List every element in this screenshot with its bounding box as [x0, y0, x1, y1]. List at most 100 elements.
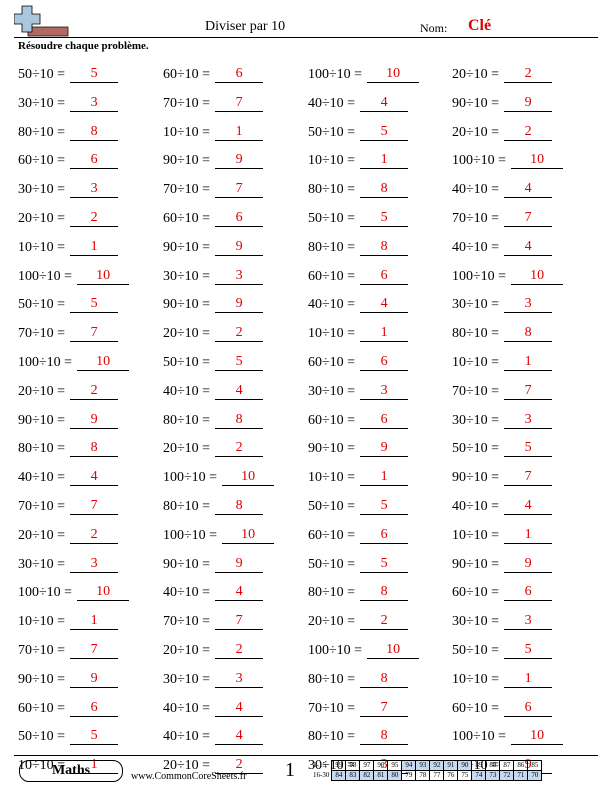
problem-answer[interactable]: 7	[504, 468, 553, 487]
problem-answer[interactable]: 7	[70, 324, 119, 343]
problem-answer[interactable]: 6	[360, 411, 409, 429]
problem-answer[interactable]: 3	[504, 612, 553, 631]
problem-answer[interactable]: 8	[360, 180, 409, 199]
problem-answer[interactable]: 4	[215, 382, 264, 400]
problem-answer[interactable]: 9	[70, 411, 119, 429]
problem-answer[interactable]: 5	[360, 123, 409, 141]
problem-answer[interactable]: 1	[504, 670, 553, 688]
problem-answer[interactable]: 5	[360, 497, 409, 515]
problem-answer[interactable]: 3	[215, 267, 264, 285]
problem-answer[interactable]: 9	[70, 670, 119, 688]
problem-answer[interactable]: 1	[360, 151, 409, 170]
problem-answer[interactable]: 1	[360, 468, 409, 487]
problem-answer[interactable]: 3	[215, 670, 264, 688]
problem-answer[interactable]: 8	[360, 727, 409, 746]
problem-answer[interactable]: 1	[70, 612, 119, 631]
problem-answer[interactable]: 4	[215, 727, 264, 746]
problem-answer[interactable]: 3	[70, 555, 119, 573]
problem-answer[interactable]: 7	[70, 497, 119, 515]
problem-answer[interactable]: 8	[504, 324, 553, 343]
problem-answer[interactable]: 3	[504, 411, 553, 429]
problem-answer[interactable]: 7	[360, 699, 409, 717]
problem-answer[interactable]: 9	[504, 555, 553, 573]
problem-answer[interactable]: 3	[360, 382, 409, 400]
problem-answer[interactable]: 5	[70, 727, 119, 746]
problem-answer[interactable]: 6	[360, 267, 409, 285]
problem-answer[interactable]: 2	[215, 324, 264, 343]
problem-answer[interactable]: 6	[360, 526, 409, 544]
problem-answer[interactable]: 6	[504, 699, 553, 717]
problem-answer[interactable]: 10	[367, 65, 420, 83]
problem-answer[interactable]: 9	[215, 555, 264, 573]
problem-answer[interactable]: 2	[215, 641, 264, 659]
problem-answer[interactable]: 4	[504, 497, 553, 515]
problem-answer[interactable]: 4	[360, 295, 409, 314]
problem-answer[interactable]: 8	[360, 238, 409, 256]
problem-answer[interactable]: 6	[70, 151, 119, 170]
problem-answer[interactable]: 5	[215, 353, 264, 371]
problem-answer[interactable]: 8	[70, 123, 119, 141]
problem-answer[interactable]: 9	[215, 238, 264, 256]
problem-answer[interactable]: 6	[215, 65, 264, 83]
problem-answer[interactable]: 1	[504, 353, 553, 371]
problem-answer[interactable]: 5	[70, 65, 119, 83]
problem-answer[interactable]: 7	[215, 94, 264, 112]
problem-answer[interactable]: 4	[360, 94, 409, 112]
problem-answer[interactable]: 5	[504, 439, 553, 458]
problem-answer[interactable]: 4	[215, 583, 264, 602]
problem-answer[interactable]: 10	[511, 151, 564, 170]
problem-row: 100÷10 = 10 30÷10 = 3 60÷10 = 6 100÷10 = 10	[18, 259, 598, 285]
problem-answer[interactable]: 2	[70, 209, 119, 227]
problem-answer[interactable]: 7	[215, 612, 264, 631]
problem-answer[interactable]: 10	[511, 727, 564, 746]
problem-answer[interactable]: 4	[215, 699, 264, 717]
problem-answer[interactable]: 1	[70, 756, 119, 775]
problem-answer[interactable]: 6	[70, 699, 119, 717]
problem-answer[interactable]: 8	[215, 411, 264, 429]
problem-answer[interactable]: 2	[70, 526, 119, 544]
problem-answer[interactable]: 1	[360, 324, 409, 343]
problem-answer[interactable]: 6	[504, 583, 553, 602]
problem-answer[interactable]: 2	[504, 123, 553, 141]
problem-answer[interactable]: 8	[215, 497, 264, 515]
problem-answer[interactable]: 9	[360, 439, 409, 458]
problem-answer[interactable]: 10	[367, 641, 420, 659]
problem-answer[interactable]: 2	[70, 382, 119, 400]
problem-answer[interactable]: 4	[504, 180, 553, 199]
problem-answer[interactable]: 10	[222, 526, 275, 544]
problem-answer[interactable]: 7	[504, 382, 553, 400]
problem-answer[interactable]: 5	[360, 209, 409, 227]
problem-answer[interactable]: 9	[215, 295, 264, 314]
problem-answer[interactable]: 8	[360, 670, 409, 688]
problem-answer[interactable]: 5	[504, 641, 553, 659]
problem-answer[interactable]: 3	[70, 180, 119, 199]
problem-answer[interactable]: 6	[360, 353, 409, 371]
problem-answer[interactable]: 2	[360, 612, 409, 631]
problem-answer[interactable]: 3	[70, 94, 119, 112]
problem-answer[interactable]: 3	[504, 295, 553, 314]
problem-answer[interactable]: 7	[70, 641, 119, 659]
problem-answer[interactable]: 8	[360, 583, 409, 602]
problem-answer[interactable]: 10	[77, 267, 130, 285]
problem-answer[interactable]: 10	[511, 267, 564, 285]
problem-answer[interactable]: 9	[504, 94, 553, 112]
problem-answer[interactable]: 2	[504, 65, 553, 83]
problem-answer[interactable]: 10	[77, 583, 130, 602]
problem-answer[interactable]: 9	[215, 151, 264, 170]
problem-question: 90÷10 =	[452, 556, 500, 572]
problem-answer[interactable]: 7	[504, 209, 553, 227]
problem-answer[interactable]: 1	[504, 526, 553, 544]
problem-answer[interactable]: 4	[504, 238, 553, 256]
problem-answer[interactable]: 10	[222, 468, 275, 487]
problem-answer[interactable]: 1	[215, 123, 264, 141]
problem-answer[interactable]: 2	[215, 439, 264, 458]
problem-answer[interactable]: 2	[215, 756, 264, 775]
problem-answer[interactable]: 4	[70, 468, 119, 487]
problem-answer[interactable]: 8	[70, 439, 119, 458]
problem-answer[interactable]: 5	[360, 555, 409, 573]
problem-answer[interactable]: 1	[70, 238, 119, 256]
problem-answer[interactable]: 6	[215, 209, 264, 227]
problem-answer[interactable]: 10	[77, 353, 130, 371]
problem-answer[interactable]: 5	[70, 295, 119, 314]
problem-answer[interactable]: 7	[215, 180, 264, 199]
